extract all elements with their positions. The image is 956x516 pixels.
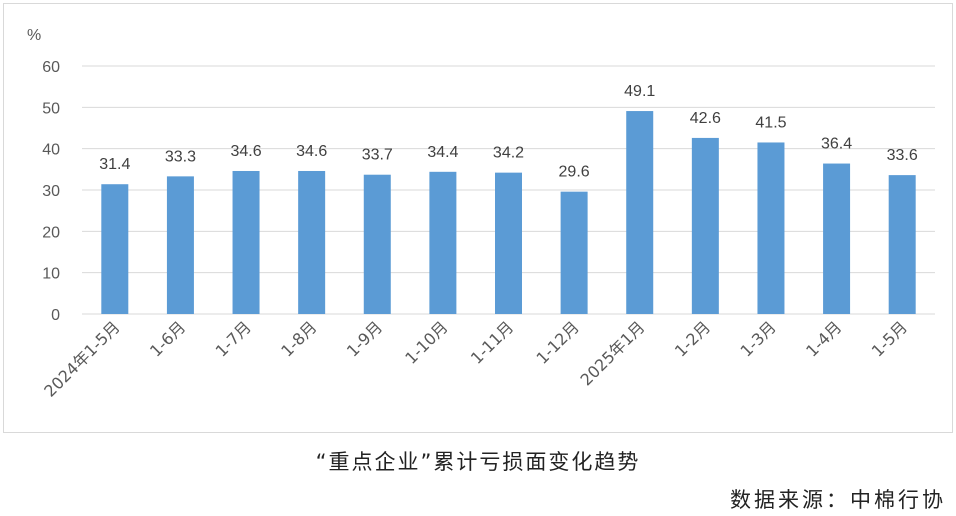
category-label-3: 1-8月	[277, 317, 320, 360]
data-labels: 31.4 33.3 34.6 34.6 33.7 34.4 34.2 29.6 49.1 42.6…	[99, 83, 918, 181]
data-label-1: 33.3	[165, 148, 196, 165]
chart-frame	[3, 3, 953, 433]
data-label-8: 49.1	[624, 83, 655, 100]
data-label-6: 34.2	[493, 145, 524, 162]
category-label-7: 1-12月	[533, 317, 583, 367]
gridlines	[82, 65, 935, 315]
y-tick-label-10: 10	[42, 266, 60, 283]
bar-1	[166, 176, 194, 314]
y-tick-label-50: 50	[42, 100, 60, 117]
y-tick-label-30: 30	[42, 183, 60, 200]
data-label-2: 34.6	[230, 143, 261, 160]
y-tick-label-20: 20	[42, 224, 60, 241]
category-label-12: 1-5月	[868, 317, 911, 360]
bar-chart: 0 10 20 30 40 50 60 % 31.4 33.3 34.6 34.6 33.7 34.4…	[27, 27, 935, 401]
bar-9	[691, 137, 719, 314]
bar-3	[298, 170, 326, 314]
category-label-10: 1-3月	[737, 317, 780, 360]
x-axis-categories: 2024年1-5月 1-6月 1-7月 1-8月 1-9月 1-10月 1-11月 1-12月…	[40, 317, 911, 400]
bar-2	[232, 170, 260, 314]
data-label-5: 34.4	[427, 144, 458, 161]
y-tick-label-40: 40	[42, 142, 60, 159]
bar-5	[429, 171, 457, 314]
data-source: 数据来源：中棉行协	[730, 488, 946, 512]
category-label-8: 2025年1月	[577, 317, 649, 389]
data-label-3: 34.6	[296, 143, 327, 160]
bar-7	[560, 191, 588, 314]
y-axis-unit: %	[27, 27, 41, 44]
chart-caption: “重点企业”累计亏损面变化趋势	[315, 450, 641, 474]
data-label-0: 31.4	[99, 156, 130, 173]
data-label-9: 42.6	[690, 110, 721, 127]
bar-0	[101, 184, 129, 314]
data-label-12: 33.6	[887, 147, 918, 164]
data-label-10: 41.5	[755, 114, 786, 131]
category-label-0: 2024年1-5月	[40, 317, 123, 400]
category-label-9: 1-2月	[671, 317, 714, 360]
category-label-1: 1-6月	[146, 317, 189, 360]
data-label-4: 33.7	[362, 147, 393, 164]
bar-8	[626, 111, 654, 314]
bars	[101, 111, 916, 314]
bar-4	[363, 174, 391, 314]
category-label-2: 1-7月	[212, 317, 255, 360]
data-label-11: 36.4	[821, 136, 852, 153]
category-label-6: 1-11月	[467, 317, 517, 367]
data-label-7: 29.6	[559, 164, 590, 181]
bar-12	[888, 175, 916, 314]
bar-10	[757, 142, 785, 314]
y-axis-ticks: 0 10 20 30 40 50 60	[42, 59, 60, 324]
category-label-5: 1-10月	[401, 317, 451, 367]
category-label-4: 1-9月	[343, 317, 386, 360]
y-tick-label-60: 60	[42, 59, 60, 76]
y-tick-label-0: 0	[51, 307, 60, 324]
bar-11	[823, 163, 851, 314]
bar-6	[495, 172, 522, 314]
category-label-11: 1-4月	[802, 317, 845, 360]
